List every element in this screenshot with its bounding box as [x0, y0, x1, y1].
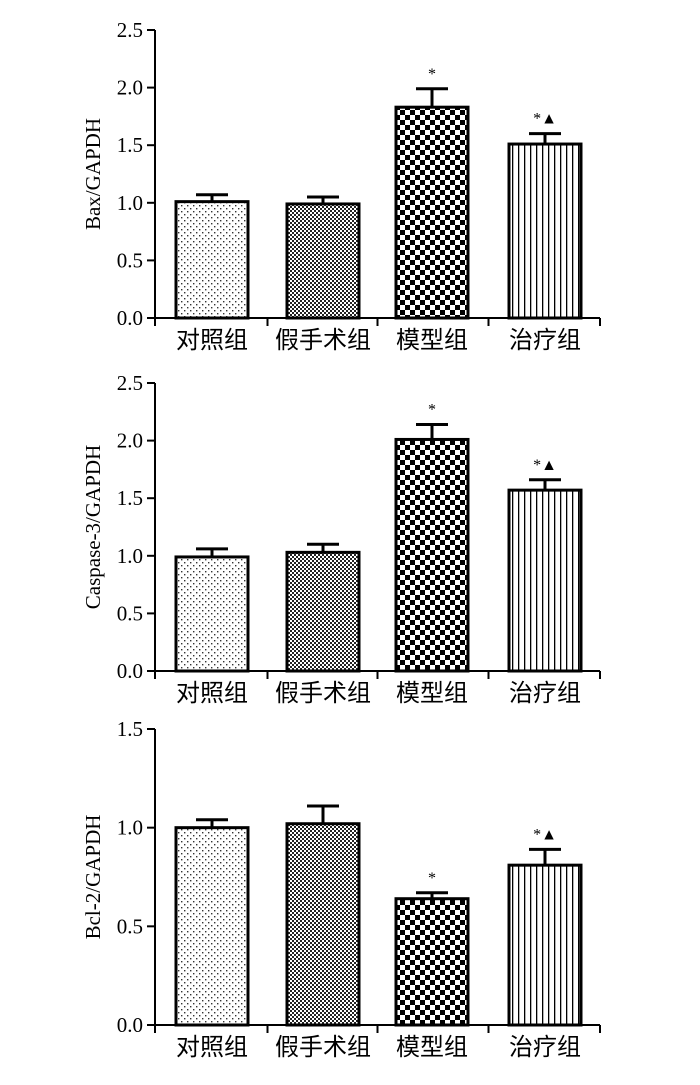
bar	[507, 142, 583, 320]
category-label: 模型组	[396, 327, 468, 354]
caspase3-chart-panel: 0.0 0.5 1.0 1.5 2.0 2.5 Caspase-3/GAPDH 对照组 假手术组…	[81, 371, 601, 707]
category-label: 治疗组	[509, 680, 581, 707]
significance-mark: *	[428, 870, 436, 887]
significance-mark: *	[428, 401, 436, 418]
category-label: 对照组	[176, 1034, 248, 1061]
y-tick-label: 2.0	[117, 76, 143, 100]
y-tick-label: 0.0	[117, 659, 143, 683]
bcl2-chart-panel: 0.0 0.5 1.0 1.5 Bcl-2/GAPDH 对照组 假手术组 * 模型组 *▲ 治疗组	[81, 717, 601, 1061]
y-tick-label: 2.5	[117, 18, 143, 42]
significance-mark: *▲	[533, 457, 557, 474]
y-tick-label: 1.5	[117, 486, 143, 510]
y-tick-label: 0.5	[117, 601, 143, 625]
bar	[285, 202, 361, 320]
category-label: 假手术组	[275, 1034, 371, 1061]
significance-mark: *▲	[533, 111, 557, 128]
y-tick-label: 1.0	[117, 191, 143, 215]
y-axis-title: Caspase-3/GAPDH	[81, 445, 105, 609]
significance-mark: *▲	[533, 826, 557, 843]
bar	[174, 826, 250, 1027]
category-label: 假手术组	[275, 327, 371, 354]
bar	[507, 863, 583, 1027]
y-tick-label: 0.0	[117, 1013, 143, 1037]
category-label: 对照组	[176, 327, 248, 354]
category-label: 假手术组	[275, 680, 371, 707]
bar	[507, 488, 583, 673]
category-label: 治疗组	[509, 327, 581, 354]
y-tick-label: 1.5	[117, 717, 143, 741]
y-tick-label: 1.0	[117, 544, 143, 568]
bar	[174, 555, 250, 673]
bar	[285, 550, 361, 673]
y-tick-label: 0.0	[117, 306, 143, 330]
y-tick-label: 0.5	[117, 248, 143, 272]
y-tick-label: 0.5	[117, 914, 143, 938]
significance-mark: *	[428, 66, 436, 83]
category-label: 模型组	[396, 680, 468, 707]
y-axis-title: Bcl-2/GAPDH	[81, 815, 105, 940]
category-label: 对照组	[176, 680, 248, 707]
bar	[394, 437, 470, 673]
y-axis-title: Bax/GAPDH	[81, 118, 105, 230]
y-tick-label: 1.0	[117, 816, 143, 840]
y-tick-label: 2.0	[117, 429, 143, 453]
bar	[285, 822, 361, 1027]
bar	[394, 897, 470, 1027]
category-label: 模型组	[396, 1034, 468, 1061]
bar	[174, 200, 250, 320]
bar	[394, 105, 470, 320]
bax-chart-panel: 0.0 0.5 1.0 1.5 2.0 2.5 Bax/GAPDH 对照组 假手术组 * 模型组 *▲…	[81, 18, 601, 354]
y-tick-label: 2.5	[117, 371, 143, 395]
category-label: 治疗组	[509, 1034, 581, 1061]
y-tick-label: 1.5	[117, 133, 143, 157]
